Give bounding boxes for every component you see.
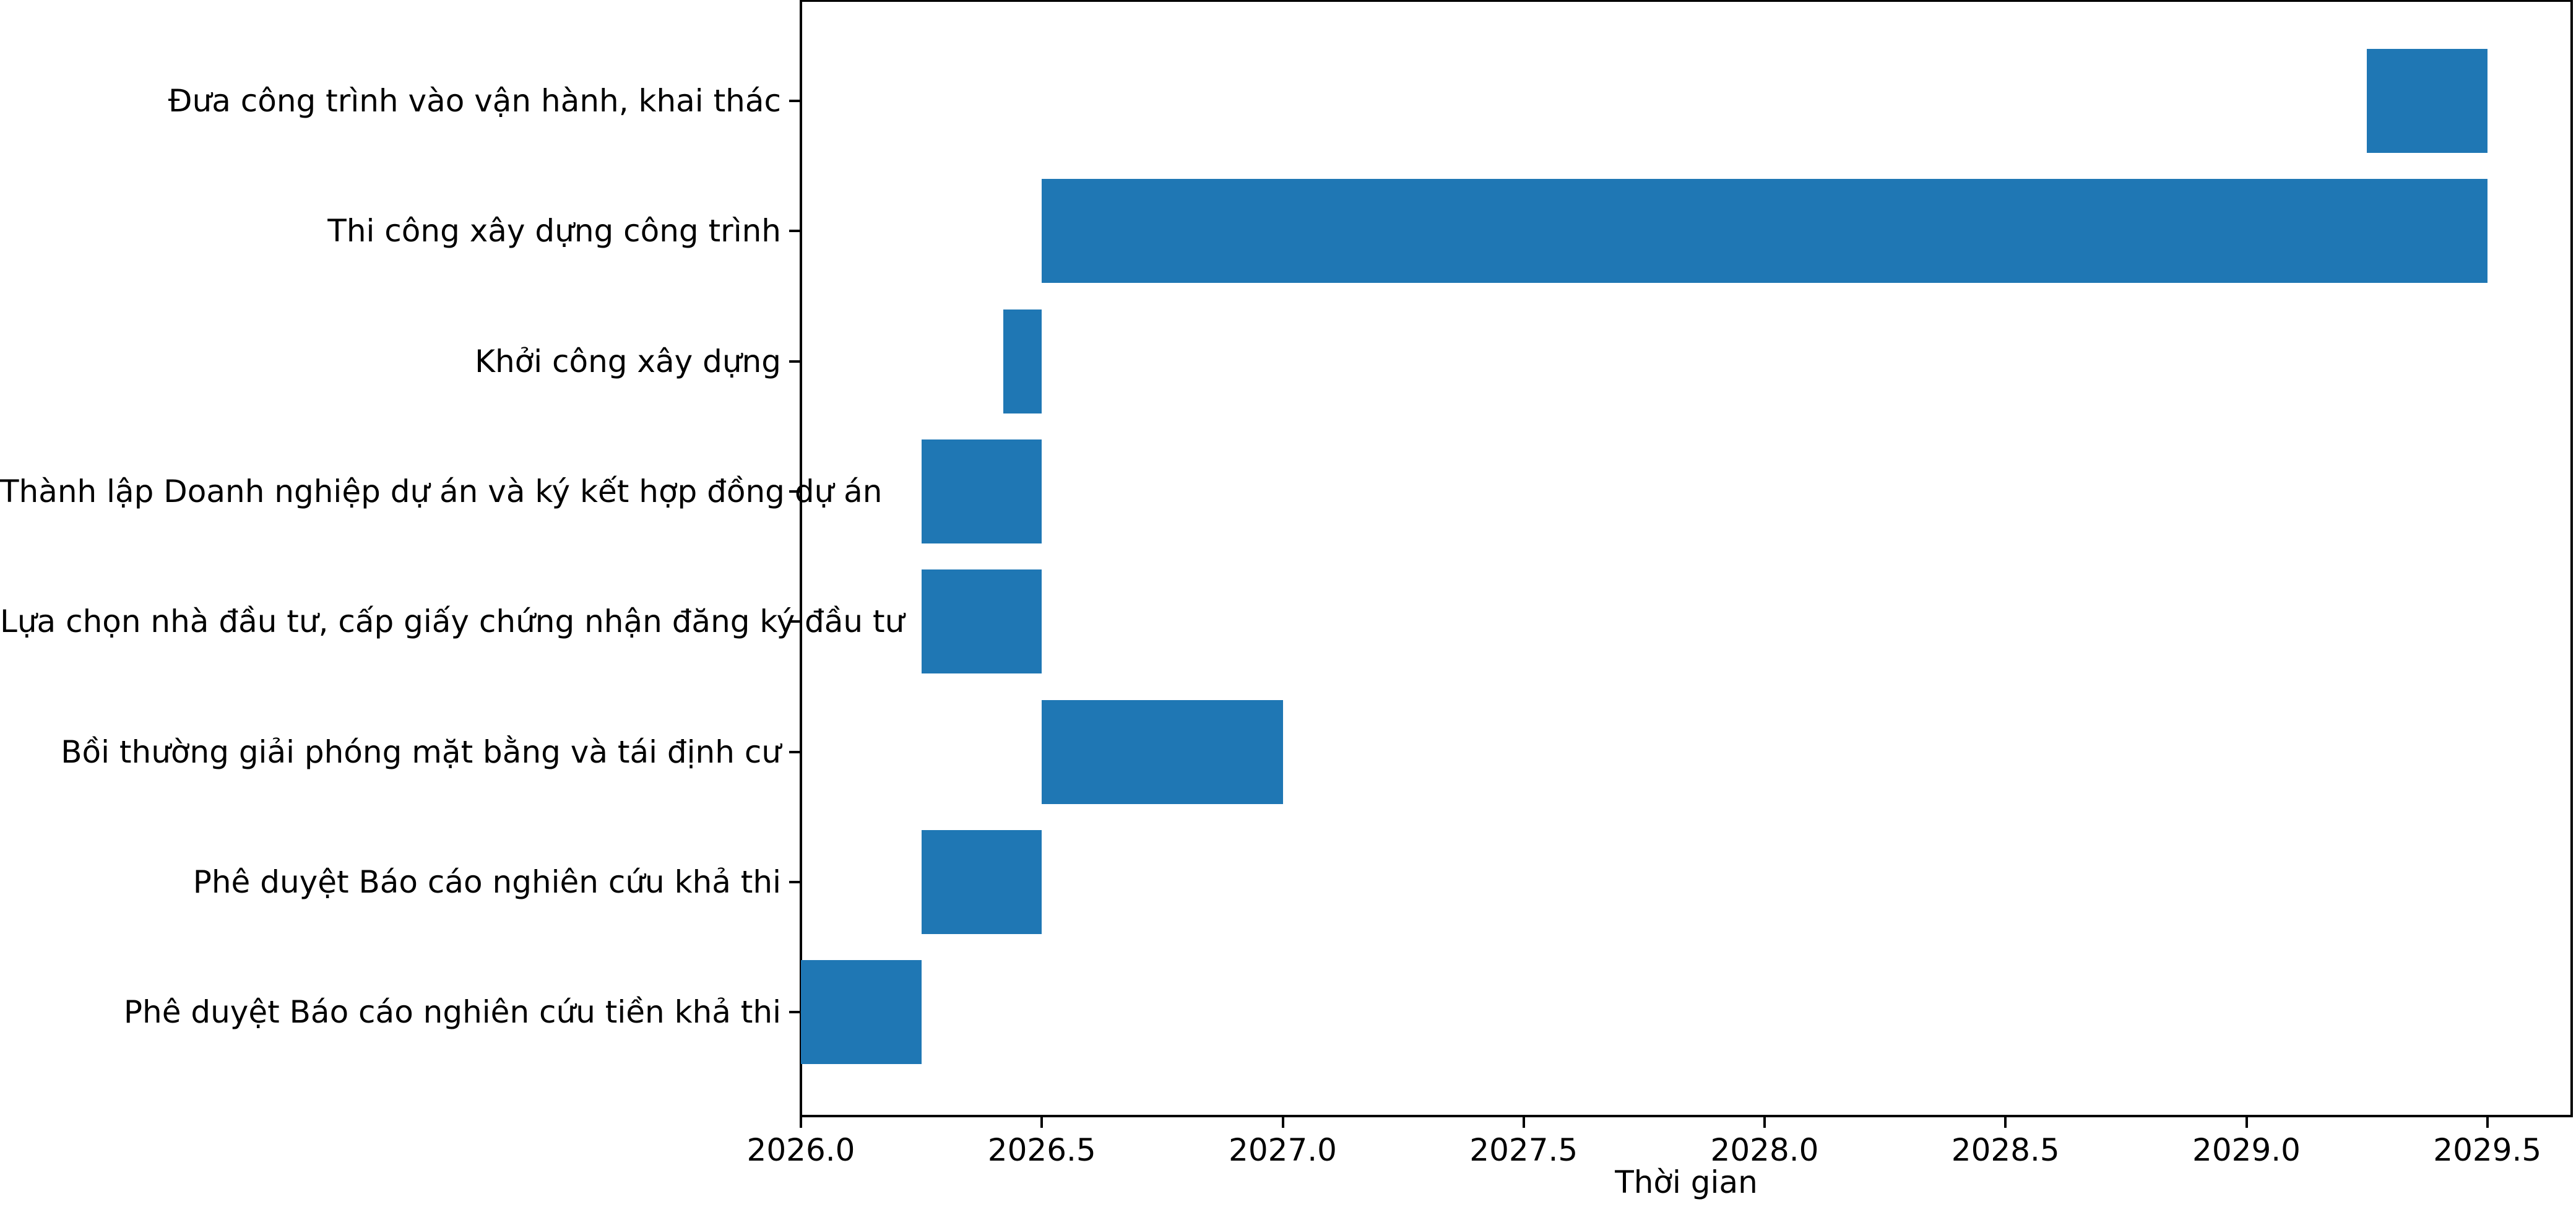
x-tick-mark (2486, 1117, 2489, 1128)
y-tick-label: Thi công xây dựng công trình (327, 213, 781, 249)
x-tick-mark (1281, 1117, 1284, 1128)
axis-spine-bottom (800, 1115, 2573, 1117)
y-tick-label: Khởi công xây dựng (475, 343, 781, 379)
x-tick-label: 2027.0 (1229, 1132, 1337, 1168)
y-tick-mark (789, 360, 800, 363)
axis-spine-left (800, 0, 802, 1117)
y-tick-mark (789, 490, 800, 493)
y-tick-label: Phê duyệt Báo cáo nghiên cứu tiền khả th… (123, 994, 781, 1031)
x-tick-label: 2028.0 (1710, 1132, 1819, 1168)
x-axis-title: Thời gian (1615, 1164, 1758, 1200)
x-tick-mark (800, 1117, 802, 1128)
y-tick-label: Lựa chọn nhà đầu tư, cấp giấy chứng nhận… (0, 604, 905, 640)
gantt-bar (921, 569, 1042, 674)
y-tick-label: Bồi thường giải phóng mặt bằng và tái đị… (61, 734, 781, 770)
gantt-bar (1003, 309, 1042, 413)
x-tick-label: 2029.0 (2192, 1132, 2301, 1168)
gantt-bar (801, 960, 922, 1065)
gantt-bar (1042, 179, 2487, 284)
x-tick-mark (2004, 1117, 2007, 1128)
x-tick-mark (1040, 1117, 1044, 1128)
y-tick-mark (789, 230, 800, 233)
axis-spine-right (2570, 0, 2573, 1117)
x-tick-label: 2027.5 (1469, 1132, 1578, 1168)
y-tick-mark (789, 100, 800, 102)
x-tick-mark (1522, 1117, 1525, 1128)
y-tick-mark (789, 1011, 800, 1014)
gantt-bar (1042, 699, 1283, 804)
y-tick-label: Thành lập Doanh nghiệp dự án và ký kết h… (0, 473, 883, 509)
x-tick-label: 2028.5 (1951, 1132, 2060, 1168)
x-tick-mark (2245, 1117, 2248, 1128)
x-tick-label: 2026.5 (987, 1132, 1096, 1168)
x-tick-mark (1763, 1117, 1766, 1128)
x-tick-label: 2026.0 (746, 1132, 855, 1168)
gantt-bar (921, 829, 1042, 934)
x-tick-label: 2029.5 (2433, 1132, 2542, 1168)
gantt-bar (921, 439, 1042, 543)
y-tick-label: Đưa công trình vào vận hành, khai thác (168, 83, 781, 119)
y-tick-mark (789, 620, 800, 623)
y-tick-mark (789, 750, 800, 753)
gantt-bar (2367, 49, 2487, 153)
axis-spine-top (800, 0, 2573, 2)
y-tick-label: Phê duyệt Báo cáo nghiên cứu khả thi (192, 864, 781, 900)
y-tick-mark (789, 880, 800, 883)
